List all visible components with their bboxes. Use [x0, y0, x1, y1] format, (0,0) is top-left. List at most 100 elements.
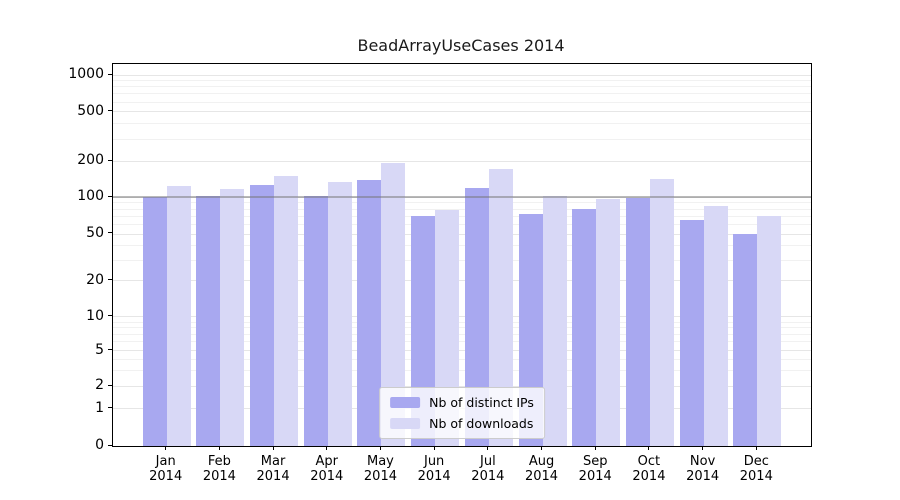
y-tick-label: 20 — [86, 271, 104, 288]
y-tick-mark — [108, 279, 112, 281]
legend-entry-downloads: Nb of downloads — [390, 416, 534, 431]
bar-mar-distinct-ips — [250, 184, 275, 446]
x-tick-month: Dec — [743, 454, 769, 469]
gridline-minor — [113, 215, 811, 217]
gridline-minor — [113, 208, 811, 210]
bar-oct-distinct-ips — [625, 197, 650, 446]
x-tick-month: Jan — [155, 454, 176, 469]
x-tick-month: Feb — [207, 454, 231, 469]
gridline-major — [113, 350, 811, 351]
x-tick-label-oct: Oct 2014 — [617, 454, 681, 484]
y-tick-mark — [108, 444, 112, 446]
gridline-minor — [113, 358, 811, 360]
x-tick-mark — [379, 446, 381, 450]
gridline-major — [113, 111, 811, 113]
x-tick-label-dec: Dec 2014 — [724, 454, 788, 484]
gridline-minor — [113, 321, 811, 323]
y-tick-mark — [108, 159, 112, 161]
bar-jan-downloads — [166, 185, 191, 446]
gridline-minor — [113, 101, 811, 103]
chart-title: BeadArrayUseCases 2014 — [357, 36, 565, 55]
x-tick-label-aug: Aug 2014 — [510, 454, 574, 484]
gridline-major — [113, 280, 811, 282]
x-tick-mark — [755, 446, 757, 450]
x-tick-label-sep: Sep 2014 — [563, 454, 627, 484]
gridline-minor — [113, 223, 811, 225]
y-tick-mark — [108, 384, 112, 386]
gridline-minor — [113, 327, 811, 329]
x-tick-label-nov: Nov 2014 — [671, 454, 735, 484]
x-tick-month: Mar — [260, 454, 286, 469]
x-tick-month: Nov — [689, 454, 716, 469]
plot-area: Nb of distinct IPs Nb of downloads — [112, 63, 812, 447]
x-tick-label-mar: Mar 2014 — [241, 454, 305, 484]
bar-dec-downloads — [757, 216, 782, 446]
bar-jan-distinct-ips — [142, 197, 167, 446]
gridline-major — [113, 74, 811, 76]
x-tick-year: 2014 — [578, 469, 612, 484]
gridline-major — [113, 385, 811, 387]
legend: Nb of distinct IPs Nb of downloads — [379, 387, 545, 439]
gridline-minor — [113, 80, 811, 82]
x-tick-year: 2014 — [202, 469, 236, 484]
x-tick-label-jun: Jun 2014 — [402, 454, 466, 484]
x-tick-label-feb: Feb 2014 — [187, 454, 251, 484]
x-tick-mark — [702, 446, 704, 450]
x-tick-mark — [218, 446, 220, 450]
gridline-major — [113, 316, 811, 318]
y-tick-label: 1000 — [68, 66, 104, 83]
gridline-minor — [113, 138, 811, 140]
x-tick-mark — [594, 446, 596, 450]
x-tick-year: 2014 — [686, 469, 720, 484]
x-tick-year: 2014 — [310, 469, 344, 484]
reference-line-100 — [113, 196, 811, 199]
x-tick-label-apr: Apr 2014 — [295, 454, 359, 484]
x-tick-year: 2014 — [417, 469, 451, 484]
bar-sep-downloads — [596, 198, 621, 446]
legend-label-distinct-ips: Nb of distinct IPs — [429, 395, 534, 410]
x-tick-mark — [326, 446, 328, 450]
y-tick-label: 2 — [95, 377, 104, 394]
y-tick-label: 200 — [77, 152, 104, 169]
bar-apr-downloads — [327, 182, 352, 446]
y-tick-mark — [108, 195, 112, 197]
y-tick-label: 100 — [77, 188, 104, 205]
x-tick-month: May — [367, 454, 394, 469]
bar-feb-distinct-ips — [196, 196, 221, 446]
x-tick-month: Apr — [315, 454, 339, 469]
x-tick-label-jan: Jan 2014 — [134, 454, 198, 484]
y-tick-label: 500 — [77, 102, 104, 119]
gridline-minor — [113, 202, 811, 204]
y-tick-mark — [108, 232, 112, 234]
y-tick-mark — [108, 315, 112, 317]
y-tick-mark — [108, 349, 112, 350]
gridline-minor — [113, 370, 811, 372]
bar-apr-distinct-ips — [303, 195, 328, 446]
gridline-major — [113, 233, 811, 235]
bar-nov-downloads — [703, 205, 728, 446]
x-tick-month: Aug — [528, 454, 555, 469]
bar-feb-downloads — [220, 188, 245, 446]
bar-sep-distinct-ips — [572, 209, 597, 446]
x-tick-year: 2014 — [471, 469, 505, 484]
gridline-minor — [113, 341, 811, 343]
x-tick-year: 2014 — [739, 469, 773, 484]
bar-aug-downloads — [542, 196, 567, 446]
x-tick-month: Jul — [480, 454, 496, 469]
y-tick-label: 1 — [95, 399, 104, 416]
x-tick-year: 2014 — [149, 469, 183, 484]
x-tick-mark — [648, 446, 650, 450]
y-tick-mark — [108, 407, 112, 409]
legend-swatch-distinct-ips — [390, 397, 421, 408]
x-tick-mark — [541, 446, 543, 450]
x-tick-month: Jun — [423, 454, 445, 469]
x-tick-year: 2014 — [363, 469, 397, 484]
x-tick-mark — [487, 446, 489, 450]
gridline-major — [113, 160, 811, 162]
x-tick-year: 2014 — [632, 469, 666, 484]
x-tick-year: 2014 — [256, 469, 290, 484]
bar-mar-downloads — [274, 176, 299, 446]
legend-entry-distinct-ips: Nb of distinct IPs — [390, 395, 534, 410]
x-tick-mark — [272, 446, 274, 450]
x-tick-month: Oct — [637, 454, 661, 469]
